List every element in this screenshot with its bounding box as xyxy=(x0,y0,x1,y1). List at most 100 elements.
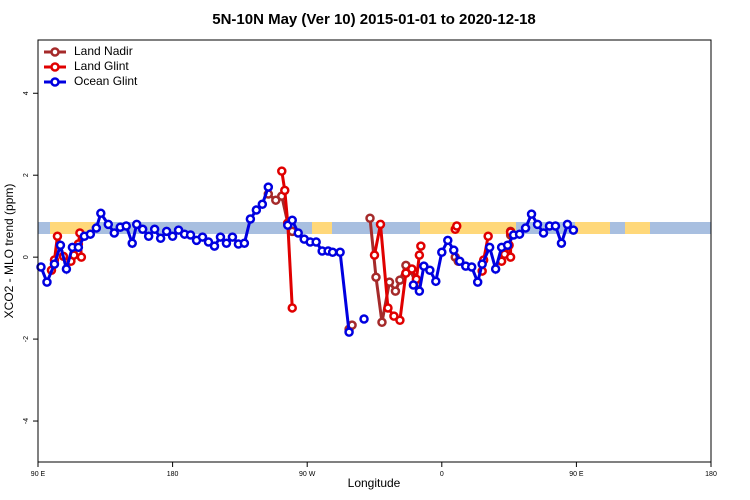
data-point xyxy=(526,209,537,219)
data-point xyxy=(167,231,178,242)
data-point xyxy=(425,265,435,276)
series-line xyxy=(39,186,575,333)
data-point xyxy=(454,256,465,266)
legend-label: Land Nadir xyxy=(74,44,133,58)
data-point xyxy=(36,262,46,272)
data-point xyxy=(335,247,345,257)
data-point xyxy=(103,219,114,230)
x-tick-label: 90 E xyxy=(569,471,584,478)
data-point xyxy=(532,219,543,230)
x-tick-label: 90 W xyxy=(299,471,316,478)
data-point xyxy=(514,229,525,239)
data-point xyxy=(239,238,250,248)
data-point xyxy=(502,240,513,251)
data-point xyxy=(209,241,220,251)
y-tick-label: 4 xyxy=(23,91,30,95)
data-point xyxy=(327,247,338,257)
data-point xyxy=(277,166,287,176)
data-point xyxy=(96,208,106,219)
legend-label: Land Glint xyxy=(74,59,129,73)
data-point xyxy=(221,238,232,248)
x-tick-label: 90 E xyxy=(31,471,46,478)
chart-title: 5N-10N May (Ver 10) 2015-01-01 to 2020-1… xyxy=(212,11,536,28)
data-point xyxy=(251,205,262,215)
data-point xyxy=(359,314,369,324)
data-point xyxy=(91,223,102,233)
data-point xyxy=(550,221,561,231)
data-point xyxy=(109,228,120,238)
data-point xyxy=(245,214,256,224)
data-point xyxy=(395,315,405,325)
y-tick-label: -2 xyxy=(23,336,30,342)
data-point xyxy=(287,303,297,313)
data-point xyxy=(185,230,196,240)
data-point xyxy=(490,264,501,274)
data-point xyxy=(395,275,405,285)
data-point xyxy=(538,228,549,238)
data-point xyxy=(293,228,303,238)
data-point xyxy=(127,238,137,248)
data-point xyxy=(556,238,567,248)
data-point xyxy=(271,195,281,205)
data-point xyxy=(477,259,487,269)
data-point xyxy=(390,286,401,296)
x-axis-label: Longitude xyxy=(348,476,401,490)
data-point xyxy=(287,215,297,226)
data-point xyxy=(371,272,381,282)
legend-marker xyxy=(50,47,60,57)
x-tick-label: 180 xyxy=(705,471,717,478)
data-point xyxy=(505,252,516,262)
data-point xyxy=(280,185,290,196)
data-point xyxy=(375,219,386,230)
data-point xyxy=(161,226,172,237)
data-point xyxy=(452,221,462,231)
data-point xyxy=(203,237,214,247)
data-point xyxy=(431,276,441,287)
data-point xyxy=(472,277,483,287)
data-point xyxy=(197,232,208,242)
data-point xyxy=(42,277,52,287)
data-point xyxy=(437,247,447,257)
plot-frame xyxy=(37,39,712,463)
data-point xyxy=(408,280,419,290)
data-point xyxy=(131,219,142,230)
data-point xyxy=(419,261,429,271)
data-point xyxy=(344,327,354,337)
x-tick-label: 180 xyxy=(167,471,179,478)
data-point xyxy=(76,252,87,262)
data-point xyxy=(369,250,380,260)
data-point xyxy=(52,231,63,242)
data-point xyxy=(377,317,387,328)
data-point xyxy=(227,232,238,242)
data-point xyxy=(484,242,495,253)
data-point xyxy=(383,303,393,313)
data-point xyxy=(407,264,417,274)
data-point xyxy=(257,199,268,210)
data-point xyxy=(149,224,160,235)
data-point xyxy=(416,241,426,251)
data-point xyxy=(520,223,531,233)
data-point xyxy=(143,231,154,242)
data-point xyxy=(121,221,131,231)
data-point xyxy=(55,240,66,251)
data-point xyxy=(414,286,425,296)
data-point xyxy=(85,229,96,239)
y-tick-label: -4 xyxy=(23,418,30,424)
data-point xyxy=(562,219,573,230)
legend-label: Ocean Glint xyxy=(74,74,138,88)
data-point xyxy=(49,259,60,269)
y-axis-label: XCO2 - MLO trend (ppm) xyxy=(2,184,16,319)
data-point xyxy=(137,224,148,235)
data-point xyxy=(483,231,493,242)
data-point xyxy=(365,213,375,223)
data-point xyxy=(401,268,411,278)
legend-marker xyxy=(50,77,60,87)
y-tick-label: 2 xyxy=(23,173,30,177)
data-point xyxy=(61,264,72,274)
data-point xyxy=(263,182,274,192)
data-point xyxy=(73,242,84,253)
data-point xyxy=(173,225,184,235)
data-point xyxy=(466,262,477,272)
data-point xyxy=(449,245,459,255)
legend-marker xyxy=(50,62,60,72)
